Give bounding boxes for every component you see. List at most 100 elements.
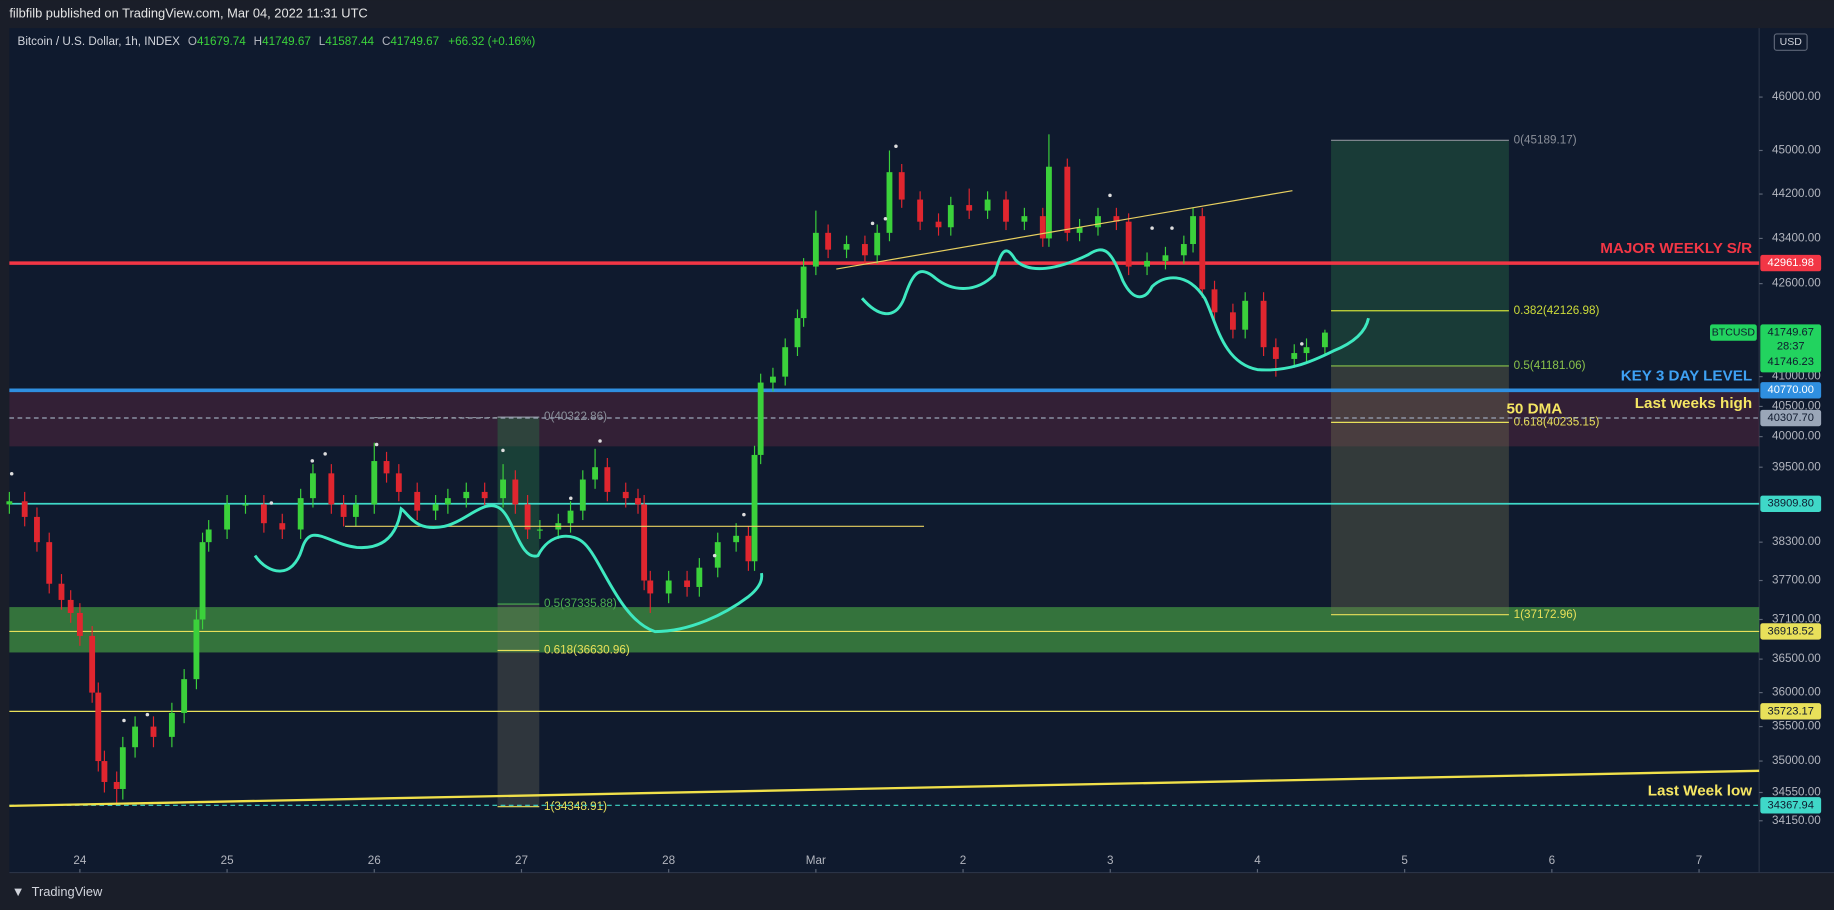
- candle-body: [1242, 300, 1249, 330]
- annotation: 50 DMA: [1507, 400, 1563, 417]
- candle-body: [383, 461, 390, 474]
- x-tick-label: 26: [368, 854, 381, 867]
- fib-band: [497, 417, 540, 605]
- candle-body: [242, 504, 249, 506]
- footer: [0, 873, 1834, 910]
- candle-body: [1021, 216, 1028, 222]
- y-tick-label: 35000.00: [1772, 754, 1821, 767]
- candle-body: [966, 205, 973, 211]
- fib-label: 0.618(36630.96): [544, 643, 630, 656]
- fib-band: [1331, 140, 1509, 311]
- ohlc-value: 41749.67: [262, 35, 311, 48]
- last-price-tag: [1760, 324, 1822, 373]
- candle-body: [34, 516, 40, 543]
- y-tick-label: 39500.00: [1772, 460, 1821, 473]
- ohlc-key: L: [319, 35, 326, 48]
- signal-dots: [9, 144, 1304, 723]
- candle-body: [843, 244, 850, 250]
- candle-body: [825, 232, 832, 250]
- fib-band: [1331, 365, 1509, 423]
- fib-label: 0.5(41181.06): [1514, 359, 1586, 372]
- candle-body: [635, 498, 641, 505]
- dot: [1300, 342, 1304, 346]
- candle-body: [794, 318, 801, 348]
- levels: MAJOR WEEKLY S/R KEY 3 DAY LEVEL Last week…: [9, 240, 1760, 806]
- fib-band: [497, 604, 540, 651]
- dot: [1108, 193, 1112, 198]
- pattern-curve: [253, 504, 764, 634]
- candle-body: [58, 583, 65, 600]
- candle-body: [224, 504, 231, 530]
- candle-body: [917, 199, 924, 222]
- x-tick-label: 25: [221, 854, 235, 867]
- dot: [870, 221, 875, 226]
- price-tag: [1760, 703, 1822, 720]
- y-tick-label: 37700.00: [1772, 574, 1821, 587]
- candle-body: [898, 172, 905, 200]
- currency-box[interactable]: [1773, 33, 1808, 51]
- candle-body: [1291, 353, 1298, 359]
- level-note: KEY 3 DAY LEVEL: [1621, 367, 1752, 384]
- price-tag-label: 42961.98: [1768, 257, 1814, 269]
- rising-trendline: [836, 190, 1293, 270]
- fib-label: 0.618(40235.15): [1514, 415, 1600, 428]
- candle-body: [1303, 347, 1310, 354]
- candle-body: [1046, 166, 1052, 239]
- candle-body: [592, 467, 598, 480]
- candle-body: [1064, 166, 1071, 233]
- candle-body: [536, 529, 543, 531]
- pattern-curve: [860, 248, 1370, 372]
- candle-body: [395, 473, 402, 492]
- y-tick-label: 40000.00: [1772, 430, 1821, 443]
- x-tick-label: 2: [960, 854, 967, 867]
- candle-body: [76, 612, 83, 636]
- dot: [742, 512, 746, 517]
- candle-body: [279, 523, 286, 530]
- candle-body: [371, 461, 378, 505]
- candle-body: [641, 504, 648, 581]
- candle-body: [297, 498, 304, 530]
- candle-body: [1144, 260, 1150, 267]
- candle-body: [1113, 216, 1120, 222]
- candle-body: [1272, 347, 1279, 359]
- candle-body: [1076, 227, 1083, 233]
- level-note: MAJOR WEEKLY S/R: [1600, 240, 1752, 257]
- fib-label: 1(34348.91): [544, 800, 607, 813]
- price-tag: [1760, 382, 1822, 399]
- zones: [9, 390, 1760, 653]
- candle-body: [6, 501, 13, 505]
- candle-body: [168, 712, 175, 737]
- price-tag-label: 38909.80: [1768, 498, 1814, 510]
- dot: [1170, 226, 1174, 230]
- y-tick-label: 42600.00: [1772, 277, 1821, 290]
- fib-label: 0.5(37335.88): [544, 597, 617, 610]
- price-tag: [1760, 797, 1822, 814]
- candle-body: [1229, 312, 1236, 330]
- candle-body: [782, 347, 789, 377]
- candle-body: [414, 491, 421, 511]
- fib-band: [497, 650, 540, 807]
- fib-retracements: 0(40322.86) 0.5(37335.88) 0.618(36630.96) 1…: [497, 133, 1600, 813]
- candle-body: [444, 498, 451, 505]
- candle-body: [1162, 255, 1169, 261]
- candle-body: [1260, 300, 1267, 348]
- axes: 46000.00 45000.00 44200.00 43400.00 42600.00…: [73, 90, 1822, 873]
- candle-body: [181, 679, 188, 713]
- logo-mark: ▼: [12, 884, 25, 899]
- y-tick-label: 34150.00: [1772, 814, 1821, 827]
- candle-body: [1125, 221, 1132, 267]
- fib-band: [1331, 310, 1509, 366]
- candle-body: [745, 535, 752, 562]
- candle-body: [714, 542, 721, 568]
- candle-body: [119, 747, 126, 789]
- candle-body: [812, 232, 819, 267]
- candle-body: [684, 580, 690, 587]
- candle-body: [567, 510, 574, 524]
- candle-body: [1199, 216, 1206, 290]
- candle-body: [862, 244, 868, 256]
- candle-body: [21, 501, 28, 517]
- fib-label: 1(37172.96): [1514, 608, 1577, 621]
- candle-body: [67, 599, 74, 613]
- candle-body: [947, 205, 954, 228]
- candle-body: [260, 504, 267, 524]
